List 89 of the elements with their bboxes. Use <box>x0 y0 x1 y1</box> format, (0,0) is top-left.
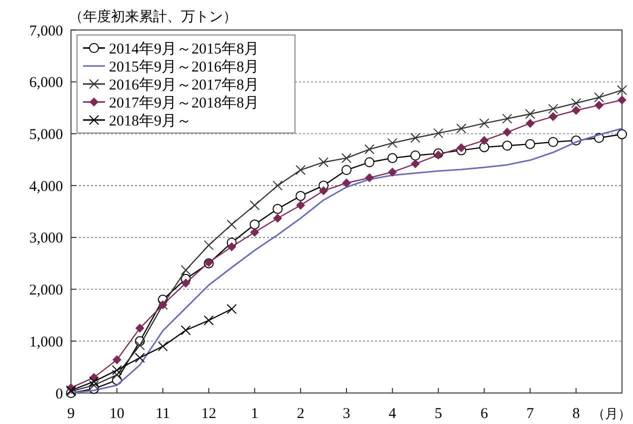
y-tick-label: 2,000 <box>29 282 63 299</box>
y-tick-label: 7,000 <box>29 23 63 40</box>
point <box>480 136 489 145</box>
point <box>134 352 145 363</box>
point <box>272 204 283 214</box>
point <box>318 157 329 168</box>
point <box>410 132 420 143</box>
point <box>548 104 558 114</box>
point <box>479 118 490 128</box>
point <box>548 112 558 122</box>
x-tick-label: 9 <box>67 406 75 422</box>
legend-label: 2018年9月～ <box>109 112 192 130</box>
point <box>502 140 512 151</box>
point <box>134 340 145 350</box>
point <box>181 278 190 288</box>
point <box>296 200 306 210</box>
y-tick-label: 5,000 <box>29 126 63 143</box>
point <box>387 153 398 164</box>
x-tick-label: 12 <box>201 406 216 422</box>
x-axis-title: （月） <box>592 406 631 421</box>
point <box>479 142 490 152</box>
point <box>364 173 374 182</box>
point <box>410 159 420 168</box>
x-tick-label: 4 <box>388 406 397 422</box>
point <box>250 228 260 237</box>
x-tick-label: 10 <box>109 406 124 422</box>
point <box>525 139 536 150</box>
point <box>319 186 328 196</box>
point <box>617 129 627 140</box>
point <box>226 219 237 230</box>
point <box>226 304 237 314</box>
y-tick-label: 1,000 <box>29 334 63 350</box>
point <box>112 365 122 376</box>
x-tick-label: 7 <box>526 406 534 422</box>
point <box>502 114 512 124</box>
point <box>88 376 99 387</box>
y-tick-label: 4,000 <box>29 178 63 195</box>
y-axis-title: （年度初来累計、万トン） <box>69 9 237 25</box>
point <box>364 144 374 154</box>
point <box>250 200 260 210</box>
x-tick-label: 5 <box>434 406 442 422</box>
point <box>548 137 558 148</box>
point <box>410 150 420 160</box>
point <box>112 355 122 364</box>
point <box>342 178 351 188</box>
point <box>618 96 626 105</box>
point <box>594 92 604 102</box>
point <box>296 190 306 201</box>
point <box>342 153 352 164</box>
legend-label: 2016年9月～2017年8月 <box>109 76 259 94</box>
point <box>617 85 627 96</box>
point <box>433 128 444 138</box>
point <box>135 324 144 333</box>
point <box>526 118 535 128</box>
point <box>387 138 398 148</box>
point <box>364 157 374 168</box>
legend-label: 2015年9月～2016年8月 <box>109 58 259 76</box>
point <box>88 380 99 390</box>
point <box>502 128 512 137</box>
point <box>456 143 466 152</box>
point <box>342 165 352 176</box>
point <box>456 124 466 134</box>
y-tick-label: 0 <box>56 386 63 402</box>
x-tick-label: 3 <box>342 406 350 422</box>
legend-label: 2014年9月～2015年8月 <box>109 40 259 58</box>
x-tick-label: 8 <box>572 406 580 422</box>
point <box>158 341 168 352</box>
x-tick-label: 1 <box>250 406 258 422</box>
point <box>204 240 214 250</box>
x-tick-label: 11 <box>156 406 170 422</box>
point <box>227 242 236 252</box>
point <box>250 219 260 230</box>
legend-label: 2017年9月～2018年8月 <box>109 94 259 112</box>
point <box>272 180 283 191</box>
x-tick-label: 6 <box>480 406 488 422</box>
point <box>594 100 604 110</box>
point <box>296 165 306 176</box>
point <box>572 106 581 115</box>
point <box>388 168 397 177</box>
point <box>180 265 191 276</box>
point <box>204 315 214 326</box>
y-tick-label: 3,000 <box>29 230 63 247</box>
point <box>112 370 122 380</box>
point <box>525 109 536 120</box>
x-tick-label: 2 <box>296 406 304 422</box>
point <box>273 214 282 223</box>
y-tick-label: 6,000 <box>29 75 63 92</box>
point <box>571 98 582 108</box>
point <box>180 325 191 336</box>
